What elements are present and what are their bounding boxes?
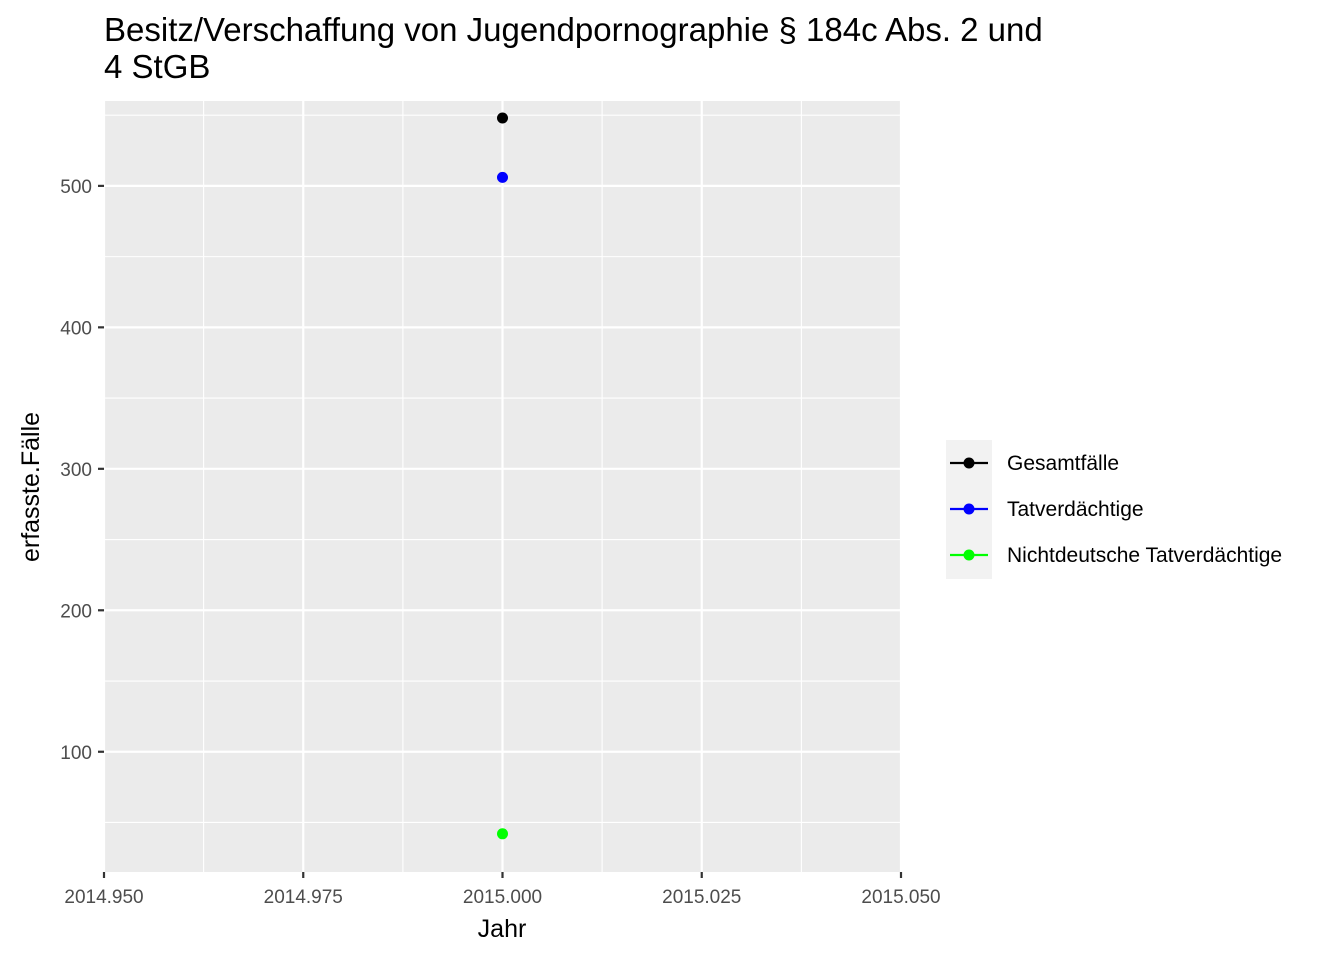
data-point: [497, 112, 508, 124]
y-tick-label: 200: [60, 601, 92, 622]
axis-ticks: [98, 184, 903, 878]
legend-key-point: [963, 503, 975, 515]
legend-key-point: [963, 549, 975, 561]
y-tick-label: 500: [60, 177, 92, 198]
y-tick-label: 300: [60, 460, 92, 481]
y-tick-labels: 100 200 300 400 500: [60, 177, 92, 764]
x-tick-label: 2015.050: [861, 887, 940, 908]
legend: Gesamtfälle Tatverdächtige Nichtdeutsche T…: [946, 440, 1282, 579]
y-tick-label: 400: [60, 318, 92, 339]
legend-label: Gesamtfälle: [1007, 452, 1119, 475]
y-axis-title: erfasste.Fälle: [17, 412, 45, 562]
chart-title-line-2: 4 StGB: [104, 48, 210, 85]
legend-label: Tatverdächtige: [1007, 498, 1144, 521]
data-points: [497, 112, 508, 840]
x-tick-label: 2014.975: [264, 887, 343, 908]
legend-key-point: [963, 457, 975, 469]
major-gridlines: [102, 101, 903, 872]
x-tick-label: 2015.000: [463, 887, 542, 908]
legend-label: Nichtdeutsche Tatverdächtige: [1007, 544, 1282, 567]
x-axis-title: Jahr: [478, 915, 527, 943]
chart-title-line-1: Besitz/Verschaffung von Jugendpornograph…: [104, 11, 1043, 48]
data-point: [497, 171, 508, 183]
x-tick-label: 2015.025: [662, 887, 741, 908]
x-tick-label: 2014.950: [64, 887, 143, 908]
y-tick-label: 100: [60, 743, 92, 764]
x-tick-labels: 2014.950 2014.975 2015.000 2015.025 2015.050: [64, 887, 940, 908]
data-point: [497, 828, 508, 840]
